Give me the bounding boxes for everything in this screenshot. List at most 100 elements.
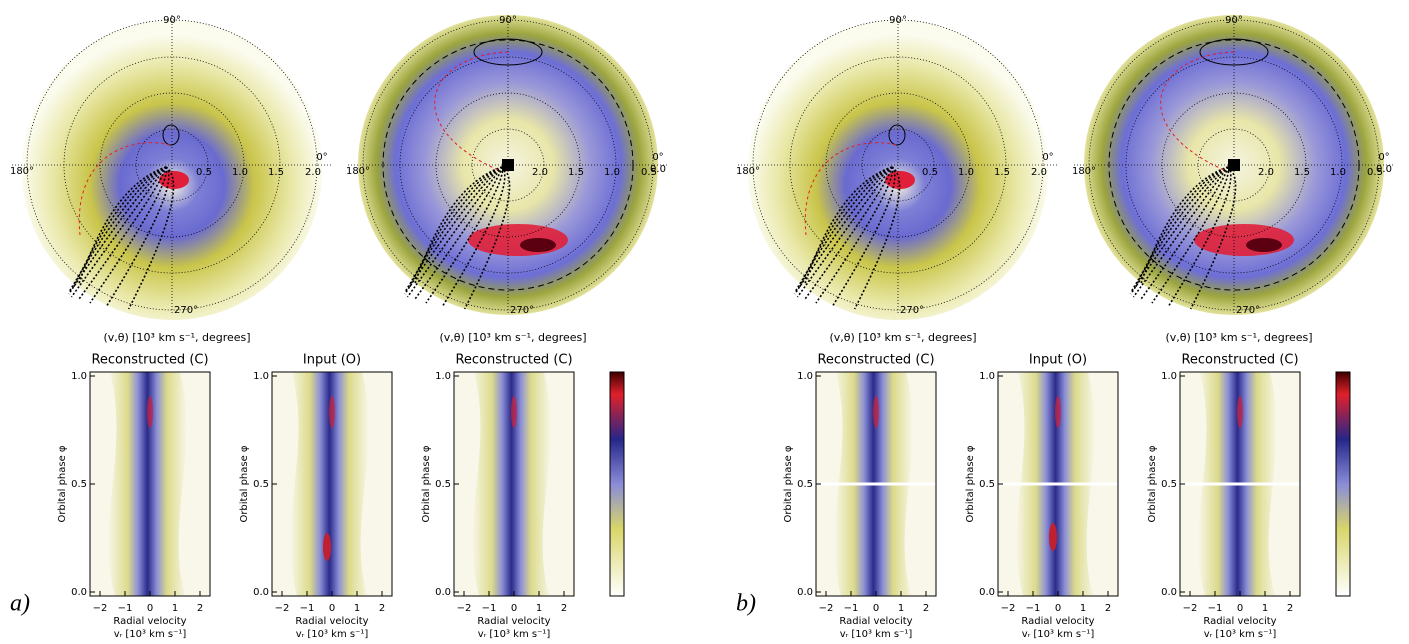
panel-title: Reconstructed (C) <box>817 353 934 368</box>
y-tick-label: 0.5 <box>1161 479 1177 490</box>
emission-spot <box>1237 396 1243 428</box>
radius-label: 0.0 <box>650 164 666 175</box>
angle-label: 270° <box>510 305 534 316</box>
emission-blob <box>159 171 189 189</box>
angle-label: 180° <box>736 166 760 177</box>
y-axis-label: Orbital phase φ <box>239 445 250 522</box>
y-tick-label: 0.0 <box>1161 587 1177 598</box>
x-tick-label: 0 <box>873 603 879 614</box>
x-tick-label: 1 <box>1262 603 1268 614</box>
panel-title: Reconstructed (C) <box>455 353 572 368</box>
grid-circle <box>26 19 318 311</box>
y-tick-label: 0.5 <box>797 479 813 490</box>
x-tick-label: −1 <box>118 603 133 614</box>
x-tick-label: 0 <box>511 603 517 614</box>
emission-blob <box>1246 238 1282 252</box>
x-tick-label: 2 <box>1287 603 1293 614</box>
trailed-spectrum <box>290 372 369 596</box>
panel-title: Input (O) <box>1029 353 1087 368</box>
x-tick-label: 2 <box>923 603 929 614</box>
radius-label: 1.5 <box>268 167 284 178</box>
angle-label: 270° <box>900 305 924 316</box>
radius-label: 1.5 <box>994 167 1010 178</box>
stream-line <box>798 166 893 289</box>
x-tick-label: −1 <box>844 603 859 614</box>
stream-line <box>77 166 167 301</box>
emission-blob <box>468 224 568 256</box>
stream-line <box>105 166 170 307</box>
panel-title: Reconstructed (C) <box>1181 353 1298 368</box>
y-tick-label: 1.0 <box>71 371 87 382</box>
x-tick-label: −2 <box>457 603 472 614</box>
stream-line <box>794 166 893 292</box>
x-tick-label: 0 <box>147 603 153 614</box>
grid-circle <box>752 19 1044 311</box>
stream-line <box>441 166 506 307</box>
y-tick-label: 1.0 <box>253 371 269 382</box>
emission-spot <box>147 396 153 428</box>
stream-line <box>1130 166 1229 292</box>
radius-label: 0.5 <box>922 167 938 178</box>
panel-label: a) <box>10 591 30 617</box>
roche-lobe <box>888 124 906 146</box>
x-axis-label: Radial velocity <box>1203 616 1276 627</box>
x-tick-label: 1 <box>172 603 178 614</box>
stream-line <box>408 166 503 289</box>
stream-line <box>413 166 503 301</box>
angle-label: 0° <box>316 152 327 163</box>
roche-lobe <box>162 124 180 146</box>
x-tick-label: −1 <box>1026 603 1041 614</box>
angle-label: 270° <box>1236 305 1260 316</box>
stream-line <box>815 166 894 304</box>
stream-line <box>831 166 896 307</box>
panel-title: Input (O) <box>303 353 361 368</box>
map-image <box>22 20 322 320</box>
y-tick-label: 0.5 <box>979 479 995 490</box>
y-tick-label: 0.0 <box>71 587 87 598</box>
ballistic-stream <box>1160 51 1235 171</box>
x-axis-unit: vᵣ [10³ km s⁻¹] <box>296 629 369 640</box>
stream-line <box>1151 166 1230 304</box>
radius-label: 0.5 <box>641 167 657 178</box>
panel-title: Reconstructed (C) <box>91 353 208 368</box>
radius-label: 2.0 <box>305 167 321 178</box>
emission-blob <box>520 238 556 252</box>
stream-line <box>425 166 504 304</box>
stream-line <box>1167 166 1232 307</box>
angle-label: 90° <box>889 15 907 26</box>
emission-blob <box>1194 224 1294 256</box>
panel-label: b) <box>736 591 756 617</box>
y-axis-label: Orbital phase φ <box>421 445 432 522</box>
angle-label: 0° <box>1042 152 1053 163</box>
y-tick-label: 1.0 <box>435 371 451 382</box>
x-axis-label: Radial velocity <box>477 616 550 627</box>
x-tick-label: 1 <box>898 603 904 614</box>
y-axis-label: Orbital phase φ <box>57 445 68 522</box>
radius-label: 2.0 <box>1258 167 1274 178</box>
emission-spot <box>1049 523 1057 551</box>
x-axis-label: Radial velocity <box>295 616 368 627</box>
colorbar <box>609 371 625 597</box>
radius-label: 0.0 <box>1376 164 1392 175</box>
radius-label: 0.5 <box>196 167 212 178</box>
map-caption: (v,θ) [10³ km s⁻¹, degrees] <box>1165 331 1312 344</box>
stream-line <box>404 166 503 292</box>
ballistic-stream <box>434 51 509 171</box>
stream-line <box>794 166 893 295</box>
radius-label: 1.5 <box>1294 167 1310 178</box>
x-axis-unit: vᵣ [10³ km s⁻¹] <box>1204 629 1277 640</box>
x-tick-label: −1 <box>1208 603 1223 614</box>
x-tick-label: −2 <box>1001 603 1016 614</box>
radius-label: 1.0 <box>604 167 620 178</box>
stream-line <box>803 166 893 301</box>
emission-spot <box>1055 396 1061 428</box>
stream-line <box>72 166 167 289</box>
grid-circle <box>1088 19 1380 311</box>
x-tick-label: 2 <box>561 603 567 614</box>
x-axis-unit: vᵣ [10³ km s⁻¹] <box>478 629 551 640</box>
y-tick-label: 1.0 <box>979 371 995 382</box>
trailed-spectrum <box>108 372 187 596</box>
x-tick-label: −1 <box>482 603 497 614</box>
y-tick-label: 1.0 <box>1161 371 1177 382</box>
emission-spot <box>873 396 879 428</box>
